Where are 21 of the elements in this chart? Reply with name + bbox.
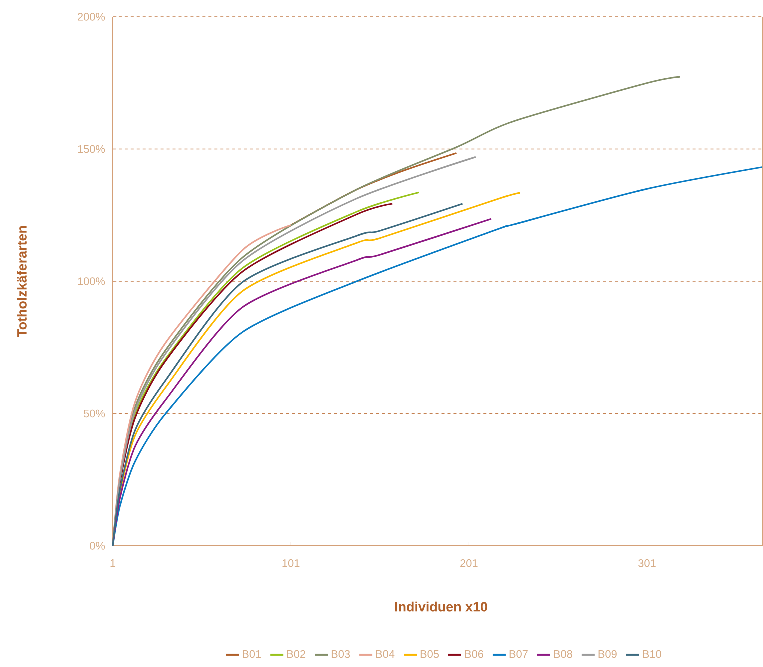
x-tick-label: 101 — [282, 560, 300, 568]
y-axis-title: Totholzkäferarten — [17, 226, 27, 338]
y-tick-label: 0% — [90, 542, 106, 550]
legend-label: B09 — [598, 650, 617, 658]
x-tick-label: 201 — [460, 560, 478, 568]
x-tick-label: 1 — [110, 560, 116, 568]
legend-label: B07 — [510, 650, 528, 658]
legend-label: B01 — [243, 650, 262, 658]
legend-label: B10 — [643, 650, 662, 658]
y-tick-label: 100% — [78, 278, 106, 286]
legend-label: B04 — [376, 650, 395, 658]
legend-label: B05 — [420, 650, 440, 658]
legend-label: B02 — [287, 650, 306, 658]
y-tick-label: 150% — [78, 145, 106, 154]
y-tick-label: 200% — [78, 13, 106, 21]
y-tick-label: 50% — [84, 410, 106, 418]
legend-label: B03 — [332, 650, 350, 658]
x-axis-title: Individuen x10 — [395, 602, 488, 612]
x-tick-label: 301 — [638, 560, 656, 568]
legend-label: B08 — [554, 650, 572, 658]
legend-label: B06 — [465, 650, 484, 658]
